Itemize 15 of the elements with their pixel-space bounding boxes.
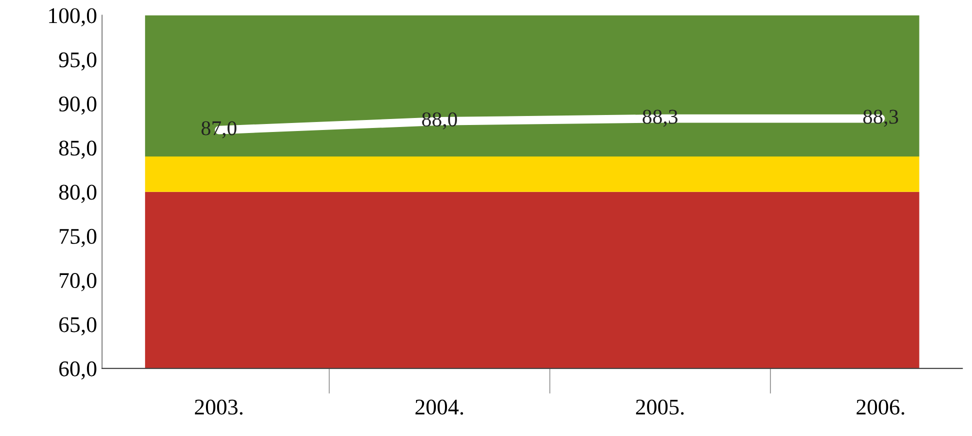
data-label: 88,3 bbox=[642, 110, 678, 127]
y-tick-label: 100,0 bbox=[49, 8, 96, 26]
y-tick-label: 70,0 bbox=[60, 273, 96, 292]
y-tick-label: 60,0 bbox=[59, 361, 96, 380]
y-tick-label: 75,0 bbox=[60, 228, 96, 248]
y-tick-label: 80,0 bbox=[59, 184, 96, 203]
data-label: 88,0 bbox=[422, 112, 457, 130]
x-tick-label: 2003. bbox=[194, 400, 242, 415]
x-tick-label: 2005. bbox=[636, 400, 684, 415]
y-tick-label: 90,0 bbox=[59, 96, 96, 115]
y-tick-label: 65,0 bbox=[59, 317, 96, 336]
x-tick-label: 2006. bbox=[856, 400, 904, 415]
x-tick-label: 2004. bbox=[416, 400, 464, 415]
y-tick-label: 85,0 bbox=[59, 140, 96, 159]
y-tick-label: 95,0 bbox=[59, 52, 96, 71]
